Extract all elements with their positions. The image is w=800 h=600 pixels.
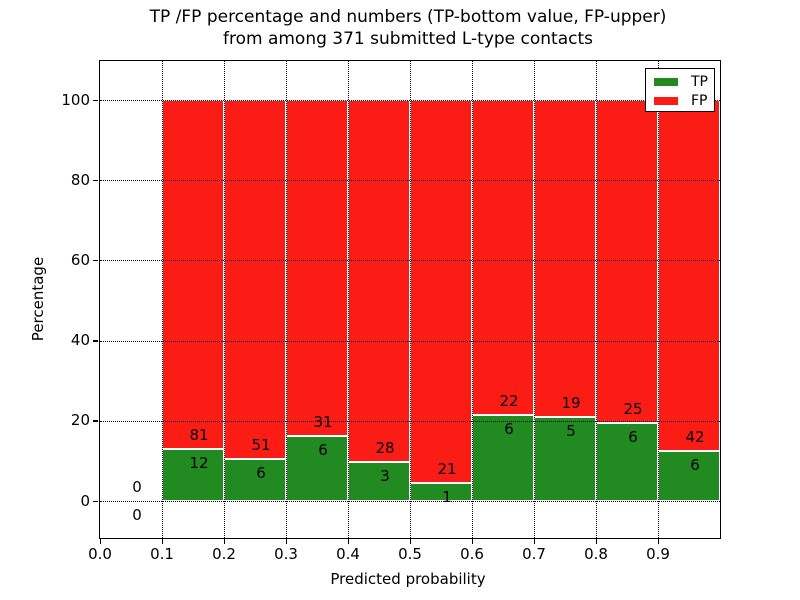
fp-count-label-bin-0.8: 25 [623,400,643,419]
bar-segment-fp-bin-0.3 [286,100,348,436]
x-tick-0.0 [99,539,101,544]
legend-item-tp: TP [646,72,714,91]
x-tick-label-0.0: 0.0 [88,545,112,563]
y-tick-80 [93,179,98,182]
fp-count-label-bin-0.0: 0 [132,477,142,496]
legend-label-tp: TP [691,73,708,90]
bar-segment-fp-bin-0.5 [410,100,472,483]
fp-count-label-bin-0.5: 21 [437,459,457,478]
x-tick-0.1 [161,539,163,544]
tp-count-label-bin-0.4: 3 [380,467,390,486]
gridline-x-0.3 [285,61,287,538]
x-tick-0.3 [285,539,287,544]
bar-segment-fp-bin-0.9 [658,100,720,451]
x-tick-label-0.1: 0.1 [150,545,174,563]
bar-segment-tp-bin-0.9 [658,450,720,501]
fp-count-label-bin-0.2: 51 [251,435,271,454]
gridline-x-0.8 [595,61,597,538]
y-tick-label-0: 0 [80,491,90,510]
chart-title-line1: TP /FP percentage and numbers (TP-bottom… [149,7,667,27]
x-tick-0.4 [347,539,349,544]
fp-count-label-bin-0.1: 81 [189,426,209,445]
gridline-x-0.4 [347,61,349,538]
x-tick-0.5 [409,539,411,544]
y-tick-label-80: 80 [70,170,90,189]
y-tick-label-60: 60 [70,250,90,269]
x-tick-0.8 [595,539,597,544]
bar-segment-tp-bin-0.7 [534,417,596,501]
bar-segment-fp-bin-0.4 [348,100,410,463]
gridline-x-0.5 [409,61,411,538]
x-tick-label-0.7: 0.7 [522,545,546,563]
x-tick-label-0.4: 0.4 [336,545,360,563]
plot-area: TP FP 0 0 81 12 51 6 31 6 28 3 21 1 22 6 19 5 25 6 42 6 0.0 0… [61,60,721,563]
fp-count-label-bin-0.9: 42 [685,427,705,446]
bar-segment-tp-bin-0.1 [162,449,224,501]
bar-segment-fp-bin-0.8 [596,100,658,424]
y-tick-60 [93,259,98,262]
gridline-x-0.1 [161,61,163,538]
bar-segment-tp-bin-0.8 [596,423,658,501]
x-tick-label-0.9: 0.9 [646,545,670,563]
fp-count-label-bin-0.4: 28 [375,439,395,458]
tp-count-label-bin-0.6: 6 [504,420,514,439]
x-tick-label-0.6: 0.6 [460,545,484,563]
bar-segment-tp-bin-0.4 [348,462,410,501]
x-axis-label: Predicted probability [330,570,486,588]
fp-count-label-bin-0.7: 19 [561,394,581,413]
x-tick-0.6 [471,539,473,544]
tp-count-label-bin-0.8: 6 [628,428,638,447]
gridline-x-0.9 [657,61,659,538]
gridline-x-0.7 [533,61,535,538]
tp-count-label-bin-0.7: 5 [566,422,576,441]
gridline-x-0.2 [223,61,225,538]
x-tick-0.9 [657,539,659,544]
x-tick-label-0.5: 0.5 [398,545,422,563]
fp-legend-swatch [654,96,678,105]
y-tick-label-100: 100 [61,90,90,109]
y-tick-40 [93,340,98,342]
bar-segment-fp-bin-0.6 [472,100,534,416]
fp-count-label-bin-0.3: 31 [313,412,333,431]
x-tick-label-0.8: 0.8 [584,545,608,563]
tp-legend-swatch [654,77,678,86]
x-tick-0.7 [533,539,535,544]
bar-segment-fp-bin-0.2 [224,100,286,459]
y-tick-label-20: 20 [70,411,90,430]
x-tick-label-0.3: 0.3 [274,545,298,563]
chart-title: TP /FP percentage and numbers (TP-bottom… [150,6,667,50]
tp-count-label-bin-0.3: 6 [318,441,328,459]
x-tick-label-0.2: 0.2 [212,545,236,563]
legend-item-fp: FP [646,91,714,110]
y-tick-label-40: 40 [70,331,90,350]
fp-count-label-bin-0.6: 22 [499,392,519,411]
y-axis-label: Percentage [29,256,47,342]
y-tick-0 [93,500,98,502]
y-tick-100 [93,99,98,101]
chart-title-line2: from among 371 submitted L-type contacts [222,29,594,49]
bar-segment-tp-bin-0.6 [472,415,534,501]
y-tick-20 [93,420,98,422]
tp-count-label-bin-0.0: 0 [132,506,142,525]
tp-count-label-bin-0.2: 6 [256,463,266,482]
tp-count-label-bin-0.9: 6 [690,455,700,474]
legend-label-fp: FP [691,92,708,109]
tp-count-label-bin-0.1: 12 [189,454,209,473]
bar-segment-fp-bin-0.7 [534,100,596,418]
tp-count-label-bin-0.5: 1 [442,487,452,506]
bar-segment-fp-bin-0.1 [162,100,224,450]
bar-segment-tp-bin-0.3 [286,435,348,501]
x-tick-0.2 [223,539,225,544]
legend: TP FP [645,68,715,112]
gridline-x-0.6 [471,61,473,538]
